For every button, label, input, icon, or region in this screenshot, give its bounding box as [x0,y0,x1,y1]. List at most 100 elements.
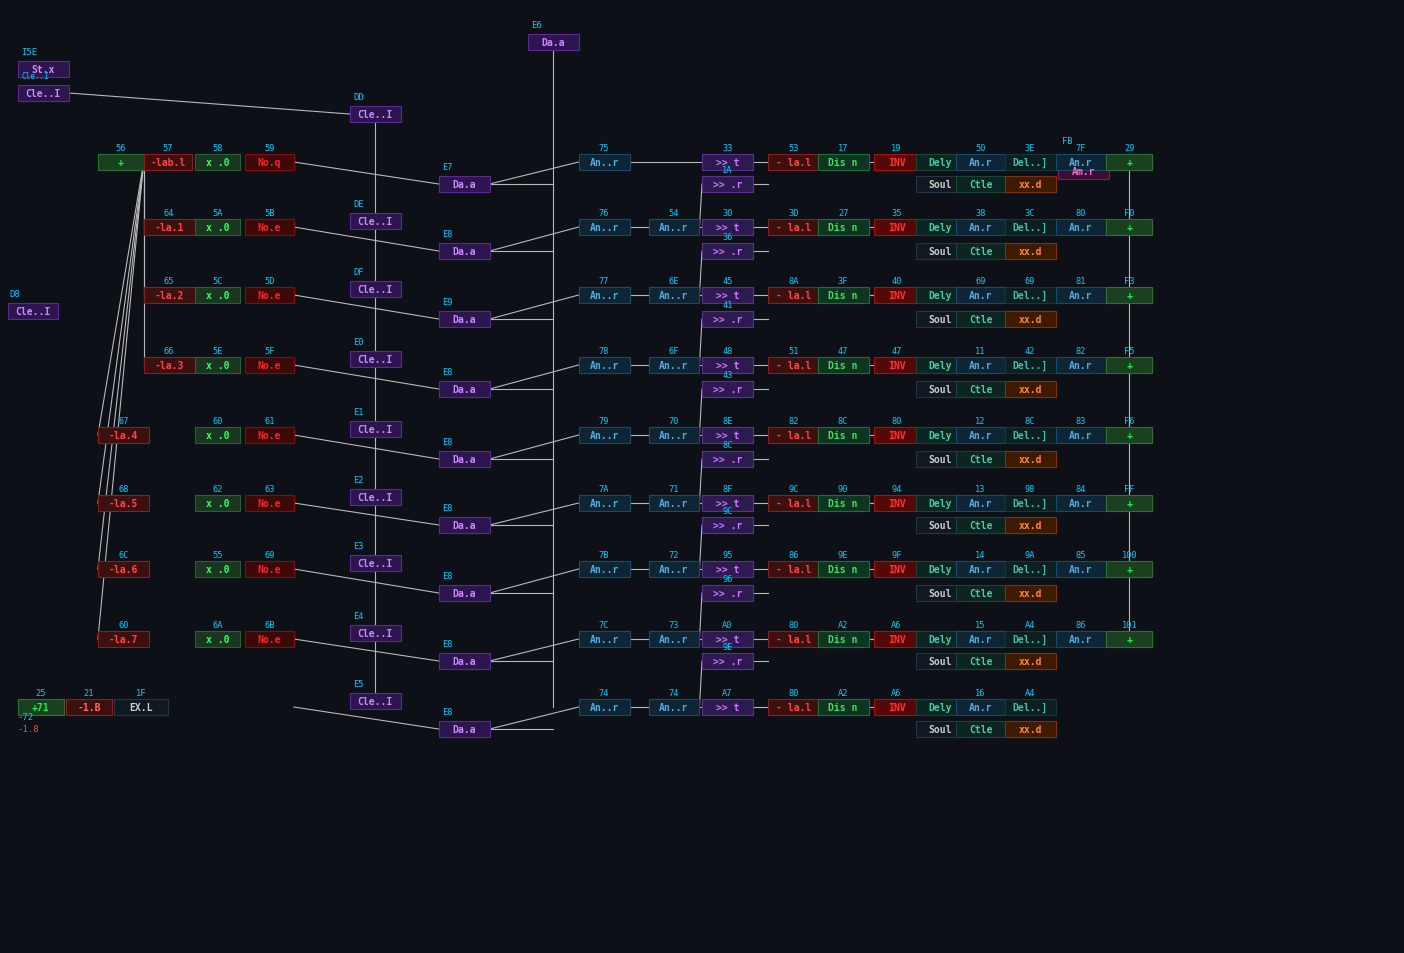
FancyBboxPatch shape [98,631,149,647]
Text: x .0: x .0 [206,498,229,509]
Text: >> .r: >> .r [713,180,743,190]
Text: 68: 68 [118,484,129,494]
Text: Soul: Soul [928,314,952,325]
FancyBboxPatch shape [578,428,629,443]
FancyBboxPatch shape [702,654,753,669]
Text: FB: FB [1061,137,1073,146]
Text: 56: 56 [115,144,126,152]
Text: xx.d: xx.d [1018,657,1042,666]
FancyBboxPatch shape [1005,381,1056,397]
Text: 16: 16 [976,688,986,698]
Text: >> t: >> t [716,564,739,575]
Text: E0: E0 [354,337,364,347]
FancyBboxPatch shape [649,700,699,716]
Text: No.e: No.e [258,360,281,371]
Text: Del..]: Del..] [1012,223,1047,233]
FancyBboxPatch shape [66,700,112,716]
Text: xx.d: xx.d [1018,588,1042,598]
FancyBboxPatch shape [195,496,240,512]
Text: 8C: 8C [838,416,848,426]
FancyBboxPatch shape [702,428,753,443]
Text: An.r: An.r [969,564,993,575]
Text: A6: A6 [892,688,901,698]
FancyBboxPatch shape [195,428,240,443]
Text: E4: E4 [354,612,364,620]
Text: An.r: An.r [1070,360,1092,371]
FancyBboxPatch shape [956,496,1005,512]
Text: An.r: An.r [969,702,993,712]
FancyBboxPatch shape [873,220,920,235]
FancyBboxPatch shape [956,220,1005,235]
Text: +: + [1126,498,1132,509]
Text: 27: 27 [838,209,848,218]
Text: An.r: An.r [969,360,993,371]
Text: 3D: 3D [788,209,799,218]
FancyBboxPatch shape [817,220,869,235]
Text: E9: E9 [442,297,453,307]
FancyBboxPatch shape [915,288,965,304]
FancyBboxPatch shape [956,288,1005,304]
Text: Cle..I: Cle..I [358,558,393,568]
Text: -la.3: -la.3 [154,360,184,371]
Text: >> t: >> t [716,223,739,233]
Text: -la.5: -la.5 [108,498,138,509]
FancyBboxPatch shape [768,428,819,443]
Text: Soul: Soul [928,520,952,531]
Text: An..r: An..r [660,431,689,440]
Text: 95: 95 [722,551,733,559]
Text: F3: F3 [1125,276,1134,286]
Text: 66: 66 [164,347,174,355]
Text: An.r: An.r [969,158,993,168]
FancyBboxPatch shape [246,428,293,443]
FancyBboxPatch shape [246,631,293,647]
FancyBboxPatch shape [915,357,965,374]
FancyBboxPatch shape [956,312,1005,328]
FancyBboxPatch shape [438,244,490,260]
Text: 74: 74 [600,688,609,698]
Text: - la.l: - la.l [776,360,812,371]
FancyBboxPatch shape [438,177,490,193]
Text: 3F: 3F [838,276,848,286]
FancyBboxPatch shape [438,517,490,534]
Text: 9E: 9E [722,642,733,651]
FancyBboxPatch shape [956,452,1005,468]
Text: An..r: An..r [590,431,619,440]
FancyBboxPatch shape [98,428,149,443]
FancyBboxPatch shape [350,213,400,230]
Text: Ctle: Ctle [969,180,993,190]
FancyBboxPatch shape [1056,561,1106,578]
FancyBboxPatch shape [649,496,699,512]
Text: E5: E5 [354,679,364,688]
Text: Cle..I: Cle..I [25,89,60,99]
Text: INV: INV [887,223,906,233]
Text: Da.a: Da.a [452,180,476,190]
Text: xx.d: xx.d [1018,247,1042,256]
FancyBboxPatch shape [915,721,965,738]
Text: 35: 35 [892,209,901,218]
Text: Dely: Dely [928,431,952,440]
Text: 59: 59 [264,144,275,152]
Text: x .0: x .0 [206,564,229,575]
Text: 80: 80 [892,416,901,426]
FancyBboxPatch shape [956,177,1005,193]
Text: Dis n: Dis n [828,498,858,509]
Text: Dely: Dely [928,223,952,233]
Text: -1.B: -1.B [77,702,101,712]
Text: 69: 69 [976,276,986,286]
Text: An.r: An.r [1070,223,1092,233]
Text: xx.d: xx.d [1018,314,1042,325]
FancyBboxPatch shape [1005,428,1056,443]
FancyBboxPatch shape [817,357,869,374]
Text: -72: -72 [18,712,34,721]
Text: +71: +71 [32,702,49,712]
Text: Ctle: Ctle [969,314,993,325]
FancyBboxPatch shape [915,452,965,468]
Text: 82: 82 [1075,347,1087,355]
Text: xx.d: xx.d [1018,724,1042,734]
Text: x .0: x .0 [206,360,229,371]
Text: An.r: An.r [969,291,993,301]
Text: >> .r: >> .r [713,385,743,395]
Text: 30: 30 [722,209,733,218]
Text: 101: 101 [1122,620,1137,629]
FancyBboxPatch shape [649,220,699,235]
